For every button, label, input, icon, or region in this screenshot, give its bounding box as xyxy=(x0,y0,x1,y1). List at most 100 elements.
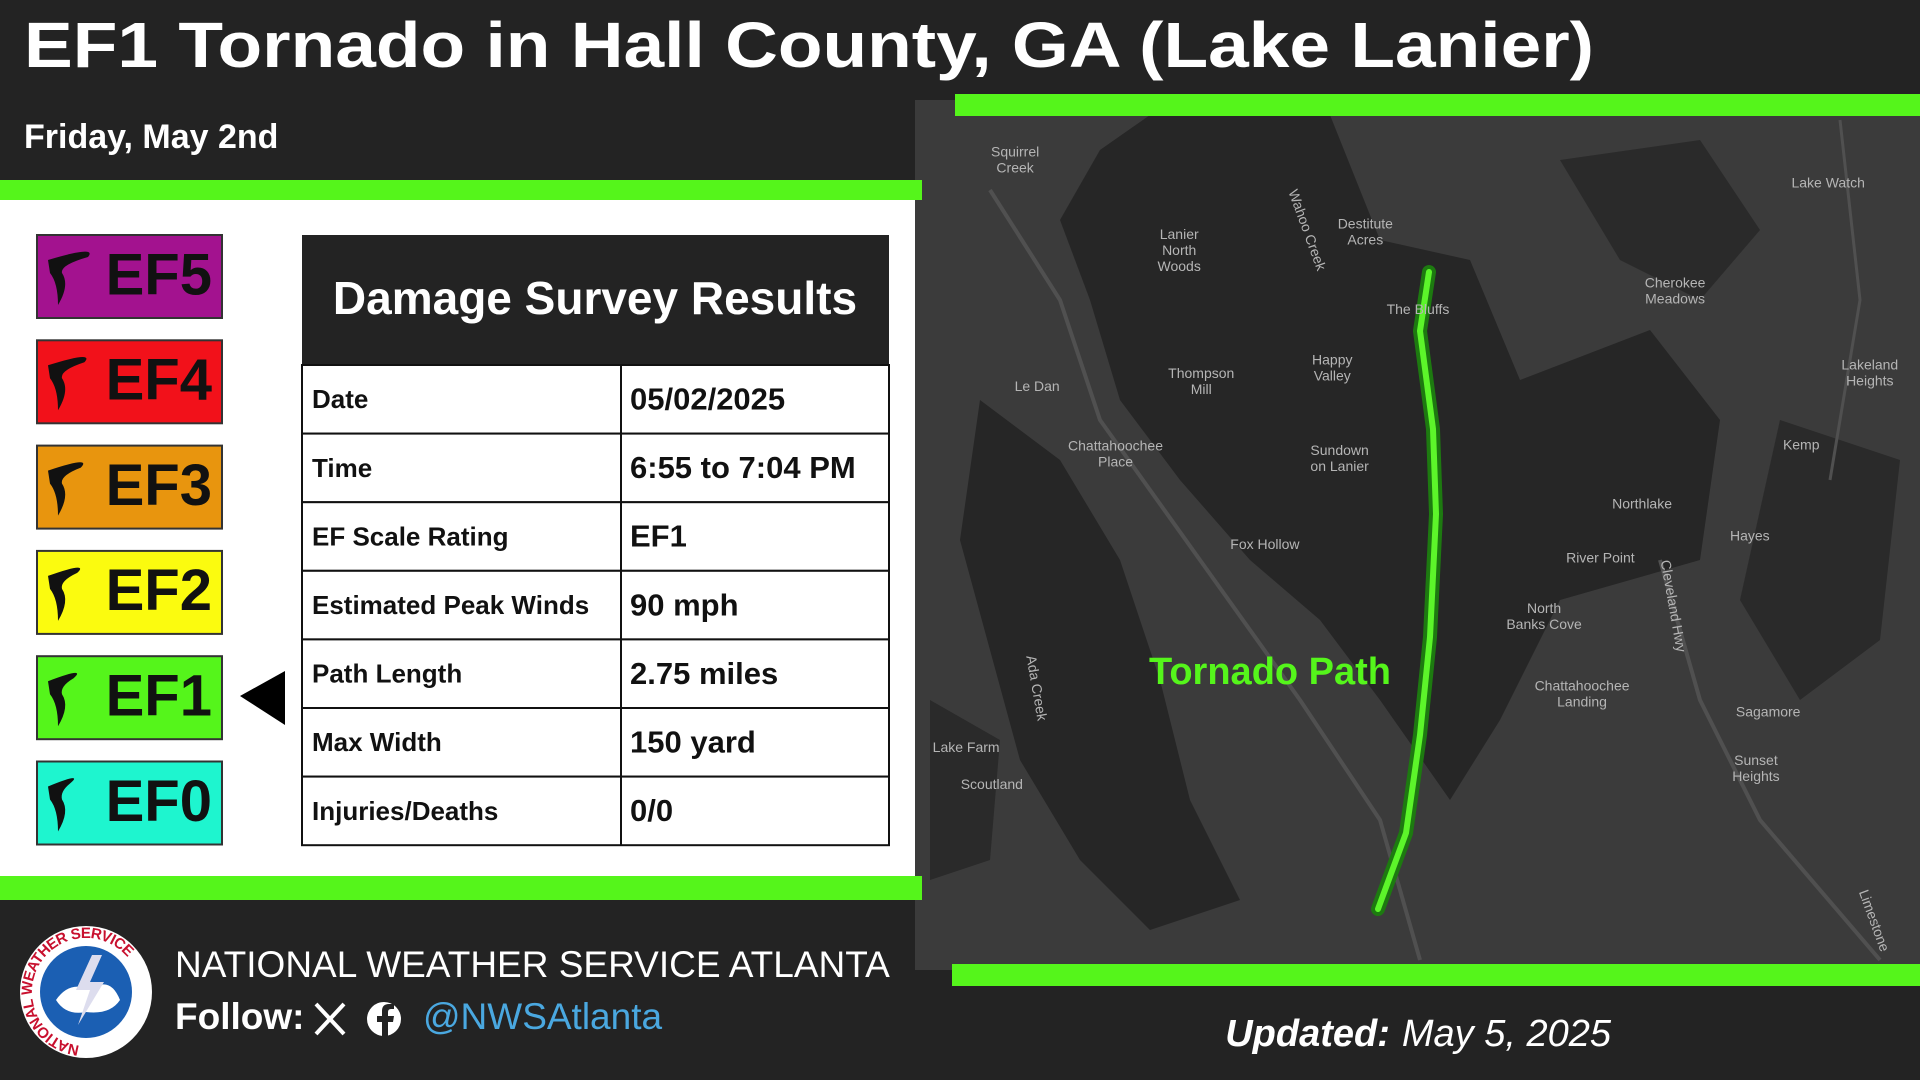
place-label: Hayes xyxy=(1730,527,1770,543)
place-label-line: North xyxy=(1162,242,1196,258)
ef-label: EF4 xyxy=(106,348,212,413)
place-label-line: Creek xyxy=(996,159,1034,175)
table-row xyxy=(301,569,890,641)
lake xyxy=(930,700,1000,880)
place-label: Lake Farm xyxy=(933,739,1000,755)
place-label-line: Mill xyxy=(1191,381,1212,397)
row-label: Injuries/Deaths xyxy=(312,796,498,826)
green-band xyxy=(952,964,1920,986)
place-label: North Banks Cove xyxy=(1506,600,1582,632)
row-label: Date xyxy=(312,384,368,414)
place-label: Cherokee Meadows xyxy=(1645,274,1706,306)
updated-label: Updated: xyxy=(1225,1013,1390,1055)
row-label: EF Scale Rating xyxy=(312,521,509,551)
place-label-line: Place xyxy=(1098,453,1133,469)
place-label-line: Lake Watch xyxy=(1791,174,1864,190)
lake xyxy=(960,400,1240,930)
row-label: Max Width xyxy=(312,727,442,757)
place-label: Sundown on Lanier xyxy=(1310,442,1369,474)
place-label-line: Chattahoochee xyxy=(1068,437,1163,453)
place-label-line: Banks Cove xyxy=(1506,616,1582,632)
follow-label: Follow: xyxy=(175,996,304,1037)
ef-box-bg xyxy=(36,339,223,425)
table-row xyxy=(301,775,890,847)
place-label: The Bluffs xyxy=(1387,301,1450,317)
subtitle: Friday, May 2nd xyxy=(24,118,278,156)
row-value: 2.75 miles xyxy=(630,656,778,691)
table-row xyxy=(301,432,890,504)
road xyxy=(1658,559,1882,962)
ef-box-bg xyxy=(36,234,223,319)
ef-box-bg xyxy=(36,549,223,635)
place-label-line: The Bluffs xyxy=(1387,301,1450,317)
table-row xyxy=(301,501,890,572)
place-label: Destitute Acres xyxy=(1338,215,1393,247)
tornado-icon xyxy=(48,672,78,727)
org-name: NATIONAL WEATHER SERVICE ATLANTA xyxy=(175,944,890,985)
place-label-line: Happy xyxy=(1312,351,1352,367)
place-label: Chattahoochee Place xyxy=(1068,437,1163,469)
place-label-line: Fox Hollow xyxy=(1230,536,1300,552)
place-label: River Point xyxy=(1566,549,1635,565)
place-label-line: Cherokee xyxy=(1645,274,1706,290)
place-label-line: Kemp xyxy=(1783,436,1820,452)
row-label: Path Length xyxy=(312,659,462,689)
place-label-line: Valley xyxy=(1314,367,1351,383)
ef-box: EF2 xyxy=(36,549,223,635)
ef-box: EF0 xyxy=(36,760,223,846)
place-label-line: Scoutland xyxy=(961,776,1023,792)
place-label-line: Heights xyxy=(1846,372,1893,388)
map xyxy=(915,100,1920,970)
place-label-line: Lanier xyxy=(1160,226,1199,242)
ef-scale: EF5 EF4 EF3 EF2 EF1 EF0 xyxy=(36,234,223,846)
place-label-line: Sundown xyxy=(1310,442,1368,458)
row-value: 150 yard xyxy=(630,724,756,759)
lake xyxy=(1740,420,1900,700)
table-title: Damage Survey Results xyxy=(333,272,857,324)
place-label-line: Lake Farm xyxy=(933,739,1000,755)
place-label: Northlake xyxy=(1612,495,1672,511)
current-rating-arrow xyxy=(240,671,285,725)
place-label-line: Lakeland xyxy=(1841,356,1898,372)
place-label-line: Chattahoochee xyxy=(1535,677,1630,693)
green-band xyxy=(955,94,1920,116)
place-label: Chattahoochee Landing xyxy=(1535,677,1630,709)
place-label: Sunset Heights xyxy=(1732,752,1779,784)
table-title-bg xyxy=(302,235,889,365)
tornado-path-label: Tornado Path xyxy=(1149,651,1391,693)
place-label-line: Northlake xyxy=(1612,495,1672,511)
ef-box-bg xyxy=(36,760,223,846)
updated-date: May 5, 2025 xyxy=(1402,1013,1612,1055)
table-row xyxy=(301,638,890,710)
ef-box: EF1 xyxy=(36,655,223,741)
title: EF1 Tornado in Hall County, GA (Lake Lan… xyxy=(24,9,1594,81)
place-label: Le Dan xyxy=(1015,378,1060,394)
table-row xyxy=(301,707,890,778)
place-label: Scoutland xyxy=(961,776,1023,792)
ef-box: EF4 xyxy=(36,339,223,425)
survey-table: Damage Survey Results Date 05/02/2025 Time 6… xyxy=(301,235,890,847)
place-label-line: Thompson xyxy=(1168,365,1234,381)
place-label-line: Hayes xyxy=(1730,527,1770,543)
x-icon[interactable] xyxy=(314,1002,346,1036)
tornado-icon xyxy=(48,778,75,832)
green-band xyxy=(0,180,922,200)
facebook-f xyxy=(377,1004,394,1036)
place-label: Lanier North Woods xyxy=(1158,226,1201,274)
place-label: Lakeland Heights xyxy=(1841,356,1898,388)
nws-logo: NATIONAL WEATHER SERVICE xyxy=(19,925,152,1059)
place-label: Happy Valley xyxy=(1312,351,1352,383)
place-label-line: Woods xyxy=(1158,258,1201,274)
handle[interactable]: @NWSAtlanta xyxy=(423,996,662,1037)
ef-box-bg xyxy=(36,444,223,530)
row-label: Time xyxy=(312,453,372,483)
tornado-icon xyxy=(48,567,81,621)
row-value: 6:55 to 7:04 PM xyxy=(630,450,856,485)
place-label-line: Landing xyxy=(1557,693,1607,709)
place-label-line: on Lanier xyxy=(1310,458,1369,474)
updated: Updated: May 5, 2025 xyxy=(1225,1013,1612,1055)
place-label-line: River Point xyxy=(1566,549,1635,565)
place-label-line: North xyxy=(1527,600,1561,616)
